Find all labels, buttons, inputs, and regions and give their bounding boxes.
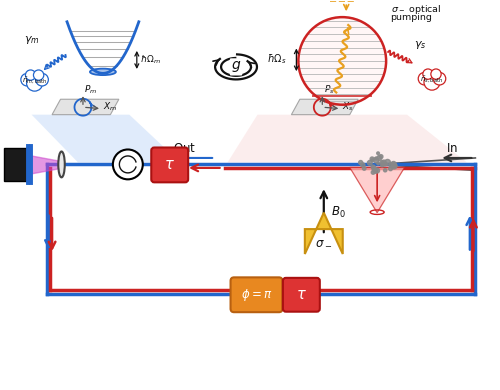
Text: $P_m$: $P_m$ bbox=[84, 83, 98, 96]
Circle shape bbox=[374, 168, 380, 173]
Text: $\tau$: $\tau$ bbox=[296, 287, 307, 302]
Polygon shape bbox=[350, 167, 405, 213]
Text: $g$: $g$ bbox=[231, 59, 241, 74]
Circle shape bbox=[26, 70, 36, 80]
Circle shape bbox=[377, 162, 380, 165]
Circle shape bbox=[298, 17, 386, 105]
Circle shape bbox=[371, 159, 374, 161]
Circle shape bbox=[377, 156, 382, 160]
Circle shape bbox=[380, 161, 384, 164]
Circle shape bbox=[418, 73, 431, 85]
Ellipse shape bbox=[90, 69, 116, 75]
Circle shape bbox=[376, 152, 380, 155]
Circle shape bbox=[26, 75, 42, 91]
Text: $\phi{=}\pi$: $\phi{=}\pi$ bbox=[241, 287, 272, 303]
Polygon shape bbox=[228, 115, 467, 162]
Circle shape bbox=[374, 157, 378, 160]
Circle shape bbox=[36, 73, 49, 86]
Circle shape bbox=[393, 163, 396, 168]
Ellipse shape bbox=[58, 151, 65, 177]
Text: $\hbar\Omega_m$: $\hbar\Omega_m$ bbox=[140, 54, 162, 66]
Circle shape bbox=[390, 162, 395, 168]
Circle shape bbox=[358, 161, 362, 165]
Circle shape bbox=[382, 160, 386, 165]
Text: $\bar{n}_{m,\mathrm{bath}}$: $\bar{n}_{m,\mathrm{bath}}$ bbox=[22, 76, 48, 86]
Circle shape bbox=[370, 157, 374, 161]
Polygon shape bbox=[4, 147, 26, 181]
Text: $P_s$: $P_s$ bbox=[324, 83, 334, 96]
Circle shape bbox=[371, 165, 376, 169]
Text: $\sigma_-$ optical: $\sigma_-$ optical bbox=[390, 3, 441, 16]
Text: $\bar{n}_{s,\mathrm{bath}}$: $\bar{n}_{s,\mathrm{bath}}$ bbox=[420, 74, 444, 85]
Circle shape bbox=[362, 167, 366, 170]
Text: $\hbar\Omega_s$: $\hbar\Omega_s$ bbox=[268, 52, 287, 66]
Polygon shape bbox=[292, 99, 358, 115]
Circle shape bbox=[380, 164, 384, 167]
Circle shape bbox=[381, 162, 384, 166]
Circle shape bbox=[113, 149, 143, 179]
Circle shape bbox=[371, 170, 375, 174]
Circle shape bbox=[431, 69, 441, 79]
Text: $B_0$: $B_0$ bbox=[331, 205, 345, 220]
Circle shape bbox=[372, 167, 376, 170]
Text: $\gamma_s$: $\gamma_s$ bbox=[414, 39, 426, 51]
Circle shape bbox=[384, 160, 390, 165]
Text: $\mathrm{In}$: $\mathrm{In}$ bbox=[446, 142, 458, 156]
Circle shape bbox=[388, 167, 392, 171]
Circle shape bbox=[34, 70, 44, 80]
Circle shape bbox=[360, 163, 365, 167]
Text: pumping: pumping bbox=[390, 12, 432, 21]
FancyBboxPatch shape bbox=[152, 147, 188, 183]
FancyBboxPatch shape bbox=[230, 277, 282, 312]
Text: $X_s$: $X_s$ bbox=[342, 100, 354, 113]
Circle shape bbox=[391, 161, 396, 166]
Text: $\mathrm{Out}$: $\mathrm{Out}$ bbox=[172, 142, 196, 156]
FancyBboxPatch shape bbox=[283, 278, 320, 312]
Circle shape bbox=[372, 168, 378, 173]
Polygon shape bbox=[32, 115, 180, 162]
Circle shape bbox=[424, 74, 440, 90]
Circle shape bbox=[384, 168, 387, 172]
Circle shape bbox=[391, 163, 397, 169]
Text: $X_m$: $X_m$ bbox=[103, 100, 117, 113]
Circle shape bbox=[374, 158, 379, 163]
Circle shape bbox=[379, 154, 383, 159]
Polygon shape bbox=[305, 213, 343, 254]
Circle shape bbox=[433, 73, 446, 85]
Text: $\sigma_-$: $\sigma_-$ bbox=[315, 234, 332, 248]
Circle shape bbox=[21, 73, 34, 86]
Circle shape bbox=[368, 160, 372, 165]
Text: $\tau$: $\tau$ bbox=[164, 158, 175, 172]
Text: $\gamma_m$: $\gamma_m$ bbox=[24, 34, 40, 46]
Polygon shape bbox=[52, 99, 119, 115]
Circle shape bbox=[423, 69, 433, 79]
Circle shape bbox=[384, 163, 386, 166]
Circle shape bbox=[384, 163, 388, 165]
